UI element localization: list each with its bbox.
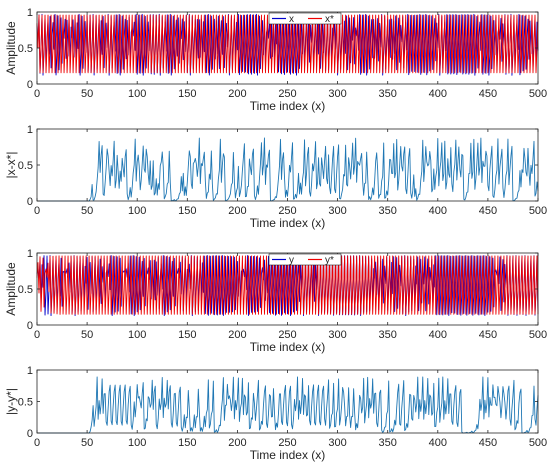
x-tick-label: 250 (278, 329, 296, 341)
y-tick-label: 1 (27, 248, 33, 260)
x-tick-label: 0 (34, 437, 40, 449)
x-tick-label: 300 (328, 88, 346, 100)
x-axis-label: Time index (x) (250, 99, 326, 113)
x-tick-label: 400 (429, 329, 447, 341)
x-tick-label: 150 (178, 205, 196, 217)
chart-panel-1: 0 50 100 150 200 250 300 350 400 450 500 0 0.5 1 Time … (4, 7, 547, 113)
x-tick-label: 350 (379, 437, 397, 449)
y-tick-label: 1 (27, 365, 33, 377)
x-tick-label: 50 (81, 205, 93, 217)
chart-panel-4: 0 50 100 150 200 250 300 350 400 450 500 0 0.5 1 Time … (4, 365, 547, 462)
legend-box (268, 253, 342, 266)
y-tick-label: 0 (27, 320, 33, 332)
x-tick-label: 300 (328, 329, 346, 341)
x-tick-label: 400 (429, 437, 447, 449)
x-tick-label: 150 (178, 329, 196, 341)
x-tick-label: 450 (479, 437, 497, 449)
x-tick-label: 450 (479, 205, 497, 217)
y-tick-label: 1 (27, 124, 33, 136)
x-tick-label: 50 (81, 329, 93, 341)
y-tick-label: 0.5 (18, 43, 33, 55)
y-tick-label: 0.5 (18, 284, 33, 296)
legend-entry-x*: x* (325, 14, 334, 25)
y-tick-label: 0.5 (18, 397, 33, 409)
x-tick-label: 150 (178, 88, 196, 100)
y-tick-label: 0 (27, 196, 33, 208)
x-tick-label: 150 (178, 437, 196, 449)
chart-panel-2: 0 50 100 150 200 250 300 350 400 450 500 0 0.5 1 Time … (4, 124, 547, 230)
y-tick-label: 0.5 (18, 160, 33, 172)
x-tick-label: 200 (228, 205, 246, 217)
x-tick-label: 0 (34, 205, 40, 217)
x-tick-label: 100 (128, 88, 146, 100)
x-tick-label: 500 (529, 205, 547, 217)
y-tick-label: 1 (27, 7, 33, 19)
x-tick-label: 500 (529, 329, 547, 341)
x-tick-label: 450 (479, 88, 497, 100)
legend-entry-y: y (289, 255, 294, 266)
x-tick-label: 300 (328, 437, 346, 449)
x-tick-label: 50 (81, 88, 93, 100)
series-line-x* (36, 14, 539, 74)
legend-box (268, 12, 342, 25)
y-axis-label: |y-y*| (4, 388, 18, 415)
legend: x x* (268, 12, 342, 25)
x-tick-label: 350 (379, 329, 397, 341)
x-tick-label: 0 (34, 329, 40, 341)
legend-entry-y*: y* (325, 255, 334, 266)
x-tick-label: 100 (128, 329, 146, 341)
x-tick-label: 200 (228, 329, 246, 341)
x-tick-label: 250 (278, 88, 296, 100)
legend-entry-x: x (289, 14, 294, 25)
y-tick-label: 0 (27, 428, 33, 440)
x-tick-label: 350 (379, 205, 397, 217)
y-tick-label: 0 (27, 79, 33, 91)
x-tick-label: 250 (278, 205, 296, 217)
y-axis-label: Amplitude (4, 262, 18, 316)
series-line-diff (37, 376, 539, 434)
x-tick-label: 250 (278, 437, 296, 449)
y-axis-label: Amplitude (4, 21, 18, 75)
x-tick-label: 100 (128, 437, 146, 449)
x-tick-label: 200 (228, 437, 246, 449)
x-tick-label: 0 (34, 88, 40, 100)
y-axis-label: |x-x*| (4, 152, 18, 179)
legend: y y* (268, 253, 342, 266)
x-tick-label: 400 (429, 88, 447, 100)
chart-panel-3: 0 50 100 150 200 250 300 350 400 450 500 0 0.5 1 Time … (4, 248, 547, 354)
x-tick-label: 350 (379, 88, 397, 100)
x-axis-label: Time index (x) (250, 448, 326, 462)
x-tick-label: 300 (328, 205, 346, 217)
x-axis-label: Time index (x) (250, 216, 326, 230)
x-tick-label: 400 (429, 205, 447, 217)
x-axis-label: Time index (x) (250, 340, 326, 354)
x-tick-label: 50 (81, 437, 93, 449)
x-tick-label: 200 (228, 88, 246, 100)
x-tick-label: 450 (479, 329, 497, 341)
x-tick-label: 500 (529, 88, 547, 100)
series-line-diff (37, 137, 539, 202)
x-tick-label: 500 (529, 437, 547, 449)
x-tick-label: 100 (128, 205, 146, 217)
